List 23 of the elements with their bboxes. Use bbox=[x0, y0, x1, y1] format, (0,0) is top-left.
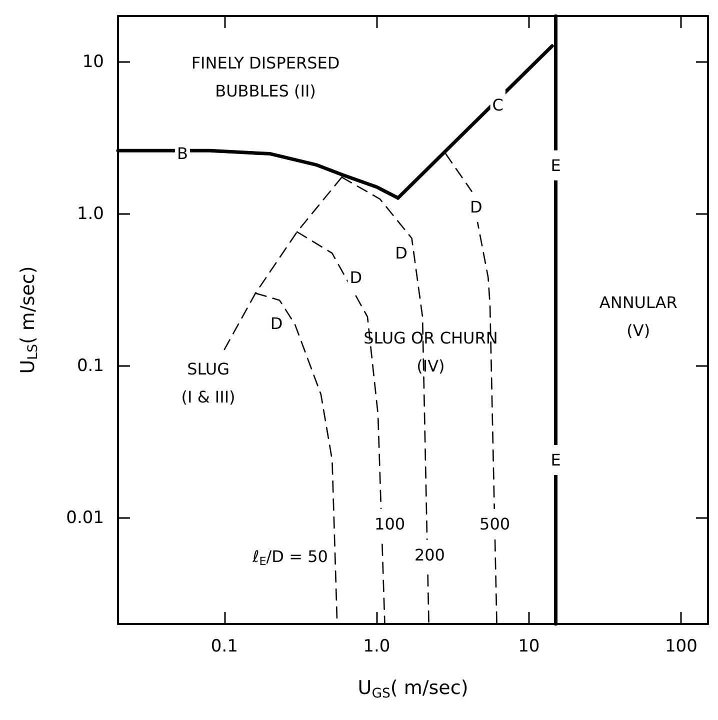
annotation: D bbox=[350, 268, 362, 288]
annotation: D bbox=[270, 314, 283, 333]
x-tick-label: 0.1 bbox=[210, 636, 238, 656]
annotation: D bbox=[470, 197, 482, 216]
x-tick-label: 10 bbox=[518, 636, 540, 656]
y-tick-label: 0.1 bbox=[76, 356, 104, 376]
annotation: 100 bbox=[374, 514, 406, 534]
annotation: E bbox=[550, 156, 561, 175]
annotation: 500 bbox=[480, 514, 510, 534]
annotation: E bbox=[550, 450, 561, 470]
y-axis-title: ULS( m/sec) bbox=[16, 266, 41, 374]
annotation: SLUG (I & III) bbox=[181, 360, 236, 407]
x-tick-label: 1.0 bbox=[363, 636, 390, 656]
annotation: ANNULAR (V) bbox=[599, 292, 678, 340]
annotation: FINELY DISPERSED BUBBLES (II) bbox=[191, 53, 340, 100]
annotation: B bbox=[176, 144, 188, 163]
annotation: D bbox=[395, 244, 408, 263]
x-tick-label: 100 bbox=[664, 636, 698, 656]
annotation: 200 bbox=[414, 545, 445, 564]
y-tick-label: 1.0 bbox=[76, 204, 104, 224]
y-tick-label: 10 bbox=[82, 52, 104, 72]
annotation: C bbox=[492, 95, 504, 114]
y-tick-label: 0.01 bbox=[66, 508, 104, 528]
